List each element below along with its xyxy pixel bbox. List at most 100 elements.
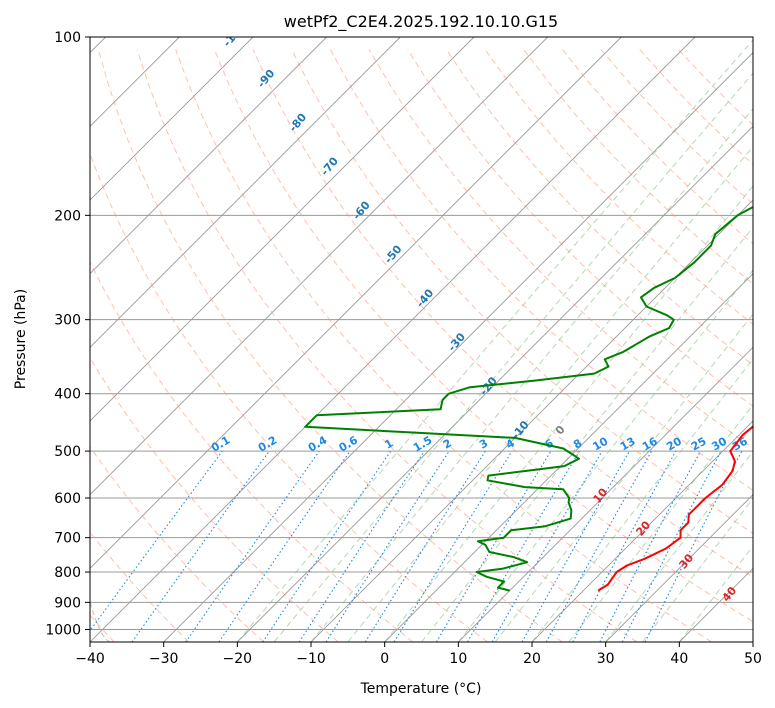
moist-adiabat-line [457, 269, 753, 642]
moist-adiabat-line [347, 145, 753, 642]
moist-adiabat-line [310, 107, 753, 642]
dry-adiabat-label: -50 [382, 242, 405, 266]
mixing-ratio-line [644, 450, 743, 642]
y-tick-label: 800 [54, 565, 81, 581]
isotherm-line [90, 37, 475, 422]
moist-adiabat-line [384, 185, 753, 642]
x-tick-label: −40 [75, 651, 105, 667]
dry-adiabat-line [90, 152, 488, 642]
dry-adiabat-label: -30 [445, 330, 468, 354]
moist-adiabat-line [531, 358, 753, 642]
dry-adiabat-line [90, 446, 264, 642]
isotherm-line [90, 37, 401, 348]
x-tick-label: 10 [449, 651, 467, 667]
y-axis-label: Pressure (hPa) [13, 289, 29, 389]
plot-frame [89, 36, 754, 643]
dry-adiabat-label: -70 [318, 155, 341, 179]
mixing-ratio-line [298, 450, 425, 642]
mixing-ratio-line [545, 450, 653, 642]
sounding-series [304, 205, 753, 592]
dry-adiabat-line [484, 49, 753, 325]
dewpoint-profile [304, 205, 753, 592]
mixing-ratio-line [599, 450, 701, 642]
isotherm-line [90, 37, 254, 201]
dry-adiabat-line [678, 49, 753, 126]
dry-adiabat-line [97, 49, 563, 642]
mixing-ratio-line [521, 450, 630, 642]
dry-adiabat-line [523, 49, 753, 285]
chart-title: wetPf2_C2E4.2025.192.10.10.G15 [284, 12, 558, 32]
isotherm-line [458, 346, 753, 642]
mixing-ratio-line [185, 450, 320, 642]
mixing-ratio-line [131, 450, 270, 642]
dry-adiabat-line [136, 49, 638, 642]
x-tick-label: −30 [149, 651, 179, 667]
dry-adiabat-label: 40 [719, 584, 739, 604]
x-tick-label: 30 [597, 651, 615, 667]
x-tick-label: −20 [223, 651, 253, 667]
y-tick-label: 900 [54, 595, 81, 611]
y-tick-label: 700 [54, 531, 81, 547]
y-tick-label: 500 [54, 444, 81, 460]
dry-adiabat-line [368, 49, 753, 449]
dry-adiabat-line [175, 49, 712, 642]
dry-adiabat-line [90, 260, 414, 642]
mixing-ratio-line [467, 450, 580, 642]
isotherm-line [384, 273, 753, 642]
dry-adiabat-label: -40 [414, 286, 437, 310]
dry-adiabat-label: -90 [255, 67, 278, 91]
moist-adiabat-line [236, 39, 753, 642]
x-axis-ticks: −40 −30 −20 −10 0 10 20 30 40 50 [75, 642, 762, 667]
moist-adiabat-line [421, 226, 753, 642]
x-tick-label: 40 [670, 651, 688, 667]
dry-adiabat-label: 10 [590, 485, 610, 505]
dry-adiabat-line [291, 49, 753, 535]
mixing-ratio-line [90, 450, 223, 632]
y-tick-label: 600 [54, 491, 81, 507]
isotherm-line [90, 37, 696, 642]
mixing-ratio-line [393, 450, 513, 642]
y-tick-label: 1000 [45, 622, 81, 638]
dry-adiabat-line [213, 49, 753, 623]
isotherm-line [90, 37, 548, 496]
dry-adiabat-line [90, 356, 339, 642]
isotherm-line [752, 641, 753, 642]
mixing-ratio-label: 3 [477, 437, 490, 452]
dry-adiabat-line [329, 49, 753, 491]
dry-adiabat-label: -100 [220, 20, 248, 50]
isotherm-line [605, 494, 753, 642]
x-axis-label: Temperature (°C) [360, 681, 482, 697]
dry-adiabat-line [445, 49, 753, 366]
mixing-ratio-line [262, 450, 392, 642]
dry-adiabat-label: -60 [350, 198, 373, 222]
y-tick-label: 300 [54, 313, 81, 329]
moist-adiabat-line [273, 72, 753, 642]
y-tick-label: 100 [54, 30, 81, 46]
x-tick-label: 50 [744, 651, 762, 667]
isotherm-line [237, 125, 753, 642]
dry-adiabat-label: 0 [553, 423, 568, 437]
isotherm-line [310, 199, 753, 642]
x-tick-label: 0 [380, 651, 389, 667]
y-tick-label: 200 [54, 208, 81, 224]
moist-adiabat-line [605, 450, 753, 642]
isotherm-line [90, 37, 327, 275]
dry-adiabat-line [252, 49, 753, 578]
background-lines [90, 37, 753, 642]
isotherm-line [531, 420, 753, 642]
moist-adiabat-line [494, 313, 753, 642]
isotherm-line [90, 37, 622, 569]
mixing-ratio-label: 2 [441, 437, 454, 452]
y-tick-label: 400 [54, 387, 81, 403]
background-line-labels: 0.1 0.2 0.4 0.6 1 1.5 2 3 4 6 8 10 13 16 20 25 30 36-100-… [209, 20, 750, 604]
x-tick-label: 20 [523, 651, 541, 667]
x-tick-label: −10 [296, 651, 326, 667]
moist-adiabat-line [678, 545, 753, 642]
moist-adiabat-line [642, 497, 753, 642]
temperature-profile [597, 425, 753, 592]
mixing-ratio-line [572, 450, 677, 642]
moist-adiabat-line [568, 404, 753, 642]
mixing-ratio-line [218, 450, 351, 642]
isotherm-line [679, 567, 753, 642]
